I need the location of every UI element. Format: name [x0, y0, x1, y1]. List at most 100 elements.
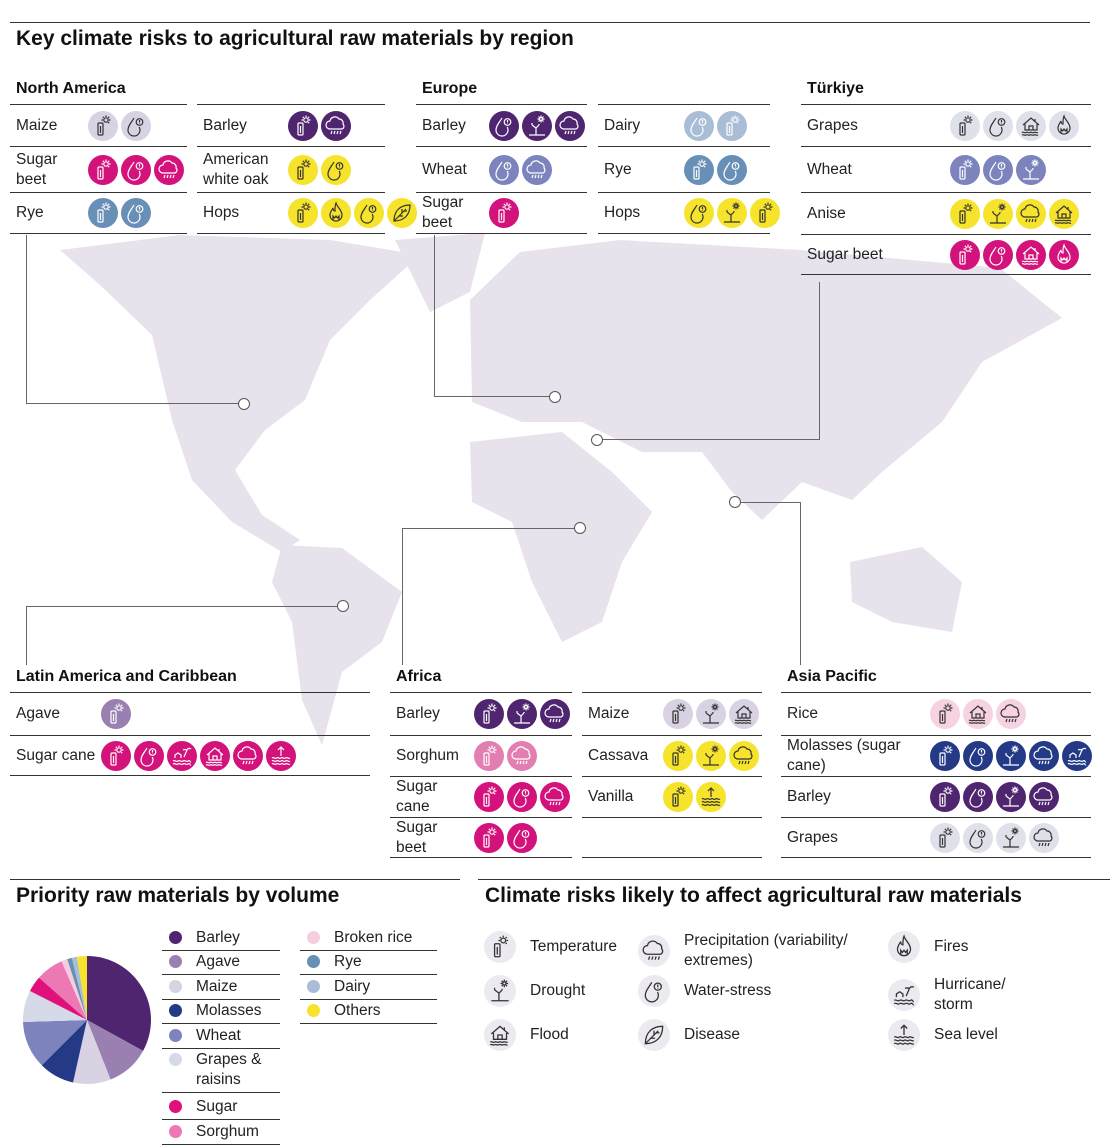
flood-icon — [1016, 239, 1046, 270]
legend-item: Molasses — [162, 1001, 280, 1024]
material-name: Hops — [604, 204, 641, 221]
legend-swatch — [169, 1053, 182, 1066]
flood-icon — [963, 699, 993, 729]
risk-legend-label: Drought — [530, 982, 586, 999]
risk-legend-label: Temperature — [530, 938, 618, 955]
sea-level-icon — [266, 740, 296, 771]
section-rule-risks — [478, 879, 1110, 880]
legend-label: Rye — [334, 953, 362, 970]
pie-slice-wheat — [23, 1020, 88, 1066]
material-row: Sorghum — [390, 735, 572, 776]
temperature-icon — [663, 782, 693, 812]
temperature-icon — [474, 741, 504, 771]
precipitation-icon — [555, 110, 585, 141]
temperature-icon — [684, 154, 714, 185]
precipitation-icon — [1016, 198, 1046, 229]
location-marker-africa — [574, 522, 586, 534]
temperature-icon — [930, 782, 960, 812]
water-stress-icon — [638, 975, 670, 1007]
temperature-icon — [484, 931, 516, 963]
material-row: Maize — [582, 692, 762, 735]
material-name: Sugar beet — [396, 818, 438, 856]
connector-asia-pacific — [735, 502, 801, 665]
temperature-icon — [489, 198, 519, 228]
risk-legend-label: Flood — [530, 1026, 569, 1043]
legend-swatch — [169, 980, 182, 993]
risk-icons — [288, 198, 417, 228]
material-name: Maize — [588, 705, 630, 722]
risk-icons — [489, 154, 552, 185]
disease-icon — [387, 198, 417, 228]
risk-icons — [663, 741, 759, 771]
temperature-icon — [101, 740, 131, 771]
risk-legend-item: Disease — [638, 1019, 740, 1051]
precipitation-icon — [154, 154, 184, 185]
legend-item: Sugar — [162, 1097, 280, 1120]
water-stress-icon — [354, 198, 384, 228]
water-stress-icon — [507, 822, 537, 853]
material-name: Barley — [422, 116, 466, 134]
water-stress-icon — [717, 154, 747, 185]
precipitation-icon — [540, 782, 570, 812]
risk-icons — [101, 699, 131, 729]
risk-icons — [930, 699, 1026, 729]
region-title-north-america: North America — [16, 80, 126, 97]
risk-icons — [474, 699, 570, 729]
legend-swatch — [307, 1004, 320, 1017]
map-greenland — [395, 233, 485, 312]
risk-icons — [288, 154, 351, 185]
risk-icons — [950, 110, 1079, 141]
flood-icon — [1016, 110, 1046, 141]
risk-legend-item: Flood — [484, 1019, 569, 1051]
material-row: Agave — [10, 692, 370, 735]
material-row: Maize — [10, 104, 187, 146]
location-marker-europe — [549, 391, 561, 403]
hurricane-icon — [888, 979, 920, 1011]
legend-swatch — [169, 1100, 182, 1113]
risk-icons — [684, 198, 780, 228]
pie-slice-sorghum — [38, 961, 87, 1020]
risk-legend-label: Sea level — [934, 1026, 998, 1043]
risk-icons — [930, 782, 1059, 812]
water-stress-icon — [121, 198, 151, 228]
water-stress-icon — [983, 110, 1013, 141]
connector-africa — [402, 528, 580, 665]
risk-icons — [950, 154, 1046, 185]
flood-icon — [484, 1019, 516, 1051]
connector-turkiye — [597, 282, 820, 440]
region-table-africa: Maize Cassava Vanilla — [582, 692, 762, 858]
material-row: Rice — [781, 692, 1091, 735]
water-stress-icon — [983, 239, 1013, 270]
region-table-t-rkiye: Grapes Wheat Anise Sugar beet — [801, 104, 1091, 275]
legend-item: Grapes & raisins — [162, 1050, 280, 1093]
material-row: Hops — [197, 192, 417, 234]
precipitation-icon — [729, 741, 759, 771]
water-stress-icon — [983, 154, 1013, 185]
drought-icon — [484, 975, 516, 1007]
legend-item: Others — [300, 1001, 437, 1024]
risk-icons — [950, 198, 1079, 229]
material-row: Sugar beet — [416, 192, 587, 234]
temperature-icon — [88, 154, 118, 185]
precipitation-icon — [638, 935, 670, 967]
legend-label: Dairy — [334, 978, 371, 995]
risk-legend-item: Sea level — [888, 1019, 998, 1051]
legend-item: Wheat — [162, 1026, 280, 1049]
drought-icon — [696, 699, 726, 729]
material-name: Dairy — [604, 116, 641, 134]
connector-europe — [434, 235, 555, 397]
hurricane-icon — [1062, 741, 1092, 771]
material-row: Vanilla — [582, 776, 762, 817]
temperature-icon — [288, 198, 318, 228]
pie-slice-barley — [87, 956, 151, 1051]
material-name: Sugar cane — [16, 746, 96, 764]
region-table-asia-pacific: Rice Molasses (sugar cane) Barley Grapes — [781, 692, 1092, 858]
material-name: Molasses (sugar cane) — [787, 737, 901, 774]
temperature-icon — [950, 110, 980, 141]
world-map — [60, 233, 1062, 745]
page-title: Key climate risks to agricultural raw ma… — [16, 27, 574, 50]
temperature-icon — [950, 239, 980, 270]
map-australia — [850, 547, 962, 632]
material-name: Barley — [396, 705, 440, 722]
material-name: Anise — [807, 204, 846, 222]
